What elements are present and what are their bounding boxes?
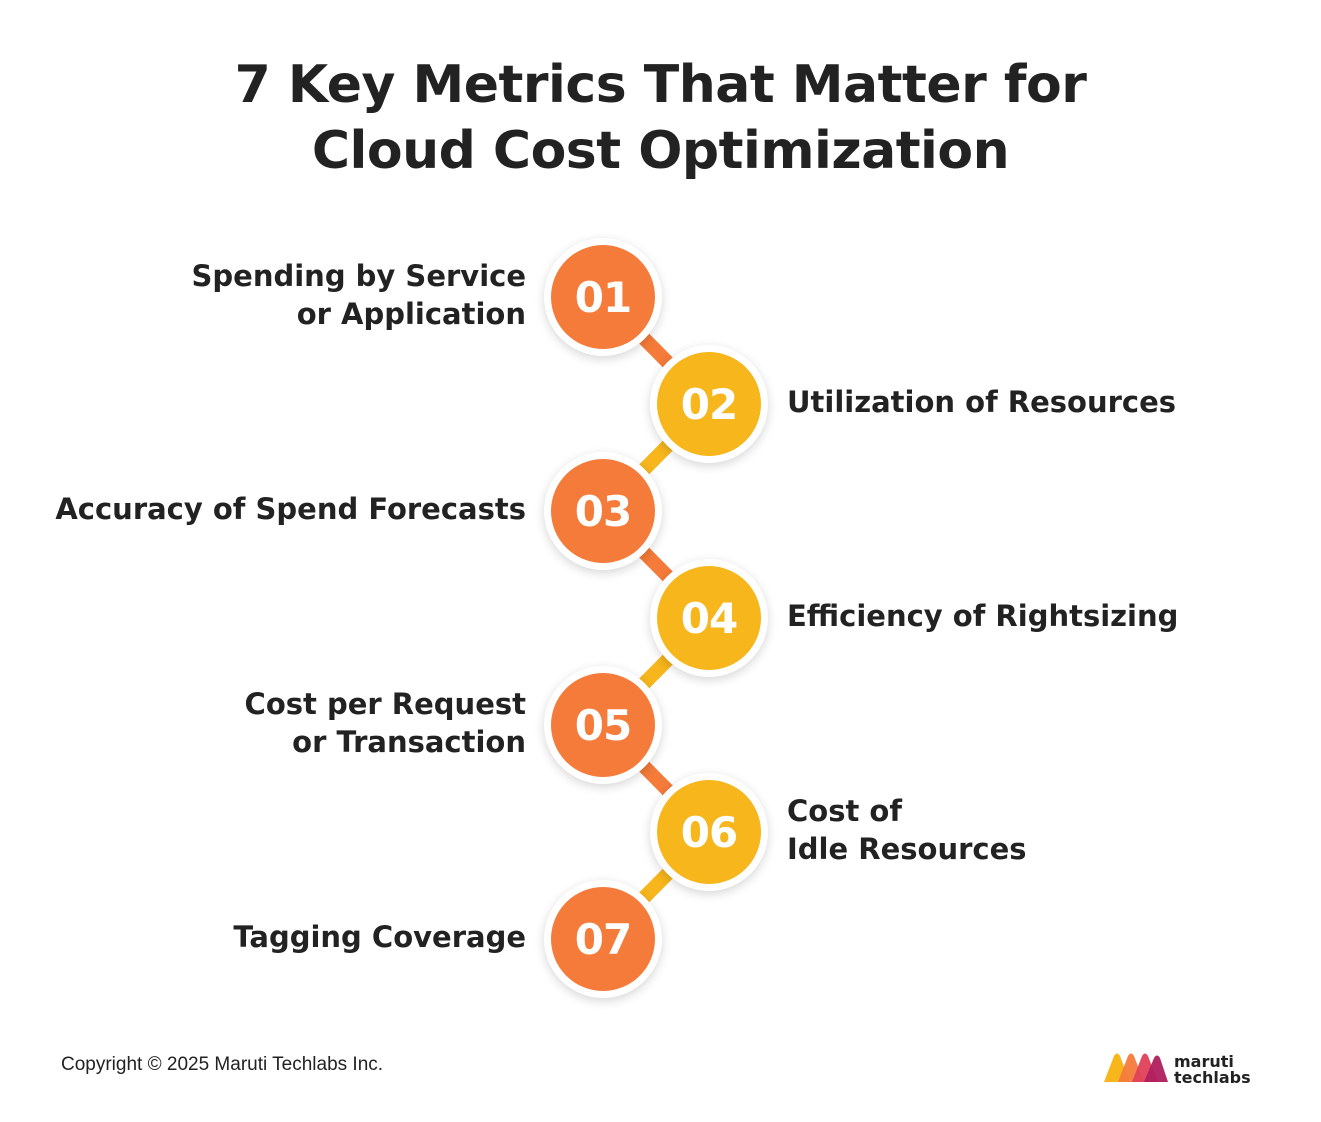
maruti-techlabs-logo: maruti techlabs <box>1102 1050 1272 1090</box>
metric-number-05: 05 <box>551 673 655 777</box>
title-line-1: 7 Key Metrics That Matter for <box>234 55 1087 115</box>
title-line-2: Cloud Cost Optimization <box>311 121 1010 181</box>
metric-label-01: Spending by Service or Application <box>192 257 526 333</box>
metric-label-line: Spending by Service <box>191 259 526 293</box>
metric-label-line: or Application <box>296 297 526 331</box>
metric-label-line: Cost of <box>787 794 902 828</box>
metric-label-line: or Transaction <box>292 725 526 759</box>
metric-label-line: Idle Resources <box>787 832 1027 866</box>
metric-label-03: Accuracy of Spend Forecasts <box>55 490 526 528</box>
logo-text-line-2: techlabs <box>1174 1068 1251 1087</box>
metric-label-line: Utilization of Resources <box>787 385 1177 419</box>
metric-label-line: Cost per Request <box>244 687 526 721</box>
metric-number-02: 02 <box>657 352 761 456</box>
metric-label-07: Tagging Coverage <box>233 918 526 956</box>
metric-label-04: Efficiency of Rightsizing <box>787 597 1178 635</box>
metric-number-06: 06 <box>657 780 761 884</box>
logo-text-line-1: maruti <box>1174 1052 1234 1071</box>
metric-label-line: Accuracy of Spend Forecasts <box>55 492 526 526</box>
logo-text: maruti techlabs <box>1174 1054 1251 1086</box>
logo-mark-icon <box>1104 1053 1168 1082</box>
page-title: 7 Key Metrics That Matter for Cloud Cost… <box>0 52 1321 184</box>
metric-label-line: Efficiency of Rightsizing <box>787 599 1179 633</box>
copyright-text: Copyright © 2025 Maruti Techlabs Inc. <box>61 1054 384 1075</box>
metric-label-02: Utilization of Resources <box>787 383 1176 421</box>
metric-label-05: Cost per Request or Transaction <box>245 685 526 761</box>
metric-number-01: 01 <box>551 245 655 349</box>
metric-label-06: Cost of Idle Resources <box>787 792 1027 868</box>
metric-number-07: 07 <box>551 887 655 991</box>
metric-number-03: 03 <box>551 459 655 563</box>
metric-label-line: Tagging Coverage <box>233 920 526 954</box>
metric-number-04: 04 <box>657 566 761 670</box>
